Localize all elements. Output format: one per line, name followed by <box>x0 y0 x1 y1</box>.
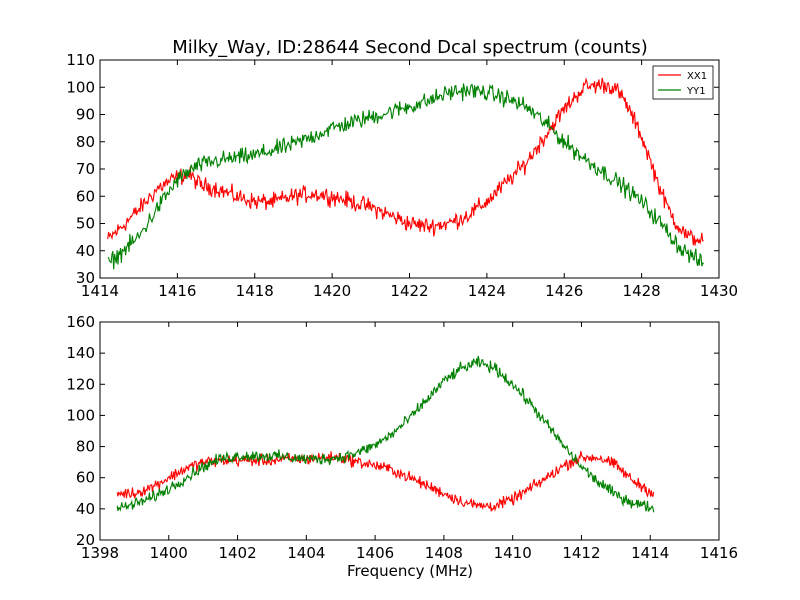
y-tick-label: 100 <box>66 406 95 424</box>
y-tick-label: 30 <box>76 269 95 287</box>
x-tick-label: 1424 <box>468 282 506 300</box>
x-tick-label: 1398 <box>81 544 119 562</box>
y-tick-label: 160 <box>66 313 95 331</box>
y-tick-label: 120 <box>66 375 95 393</box>
y-tick-label: 110 <box>66 51 95 69</box>
x-tick-label: 1416 <box>158 282 196 300</box>
x-tick-label: 1418 <box>236 282 274 300</box>
chart-title: Milky_Way, ID:28644 Second Dcal spectrum… <box>172 37 648 58</box>
plot-frame <box>99 321 720 541</box>
y-tick-label: 50 <box>76 215 95 233</box>
series-line-panel1-1 <box>116 355 655 513</box>
x-tick-label: 1430 <box>700 282 738 300</box>
x-tick-label: 1408 <box>425 544 463 562</box>
x-tick-label: 1426 <box>545 282 583 300</box>
y-tick-label: 40 <box>76 242 95 260</box>
y-tick-label: 70 <box>76 160 95 178</box>
x-axis-label: Frequency (MHz) <box>347 562 473 580</box>
y-tick-label: 90 <box>76 106 95 124</box>
legend-box <box>652 65 714 100</box>
y-tick-label: 100 <box>66 78 95 96</box>
x-tick-label: 1414 <box>81 282 119 300</box>
x-tick-label: 1416 <box>700 544 738 562</box>
x-tick-label: 1428 <box>623 282 661 300</box>
y-tick-label: 80 <box>76 438 95 456</box>
x-tick-label: 1420 <box>313 282 351 300</box>
x-tick-label: 1414 <box>631 544 669 562</box>
series-line-xx1 <box>107 77 704 246</box>
y-tick-label: 40 <box>76 500 95 518</box>
x-tick-label: 1422 <box>390 282 428 300</box>
legend-label: XX1 <box>687 71 707 82</box>
x-tick-label: 1406 <box>356 544 394 562</box>
x-tick-label: 1402 <box>218 544 256 562</box>
bottom-panel: 1398 1400 1402 1404 1406 1408 1410 1412 1414 1416… <box>66 313 738 562</box>
x-tick-label: 1400 <box>150 544 188 562</box>
x-tick-label: 1412 <box>562 544 600 562</box>
y-tick-label: 20 <box>76 531 95 549</box>
series-line-panel1-0 <box>116 450 655 512</box>
x-tick-label: 1410 <box>494 544 532 562</box>
x-tick-label: 1404 <box>287 544 325 562</box>
y-tick-label: 60 <box>76 469 95 487</box>
y-tick-label: 80 <box>76 133 95 151</box>
legend-label: YY1 <box>686 86 706 97</box>
series-line-yy1 <box>107 83 704 270</box>
top-panel: 1414 1416 1418 1420 1422 1424 1426 1428 1430 30 40… <box>66 51 738 300</box>
y-tick-label: 60 <box>76 187 95 205</box>
y-tick-label: 140 <box>66 344 95 362</box>
